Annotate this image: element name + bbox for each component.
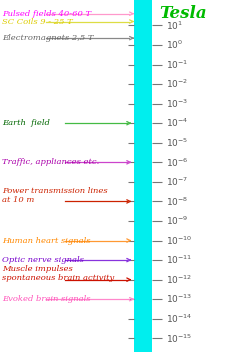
Text: $10^{-1}$: $10^{-1}$: [166, 58, 188, 71]
Text: Power transmission lines
at 10 m: Power transmission lines at 10 m: [2, 187, 108, 204]
Text: Human heart signals: Human heart signals: [2, 237, 91, 245]
Text: Optic nerve signals: Optic nerve signals: [2, 256, 84, 264]
Text: $10^{-2}$: $10^{-2}$: [166, 78, 188, 90]
Bar: [134, 0, 152, 352]
Text: $10^{-7}$: $10^{-7}$: [166, 176, 188, 188]
Text: Electromagnets 2,5 T: Electromagnets 2,5 T: [2, 34, 94, 42]
Text: $10^{-14}$: $10^{-14}$: [166, 313, 192, 325]
Text: $10^{-10}$: $10^{-10}$: [166, 234, 192, 247]
Text: Muscle impulses
spontaneous brain activity: Muscle impulses spontaneous brain activi…: [2, 265, 115, 282]
Text: $10^{-8}$: $10^{-8}$: [166, 195, 188, 208]
Text: Evoked brain signals: Evoked brain signals: [2, 295, 91, 303]
Text: $10^{-11}$: $10^{-11}$: [166, 254, 192, 266]
Text: $10^{-13}$: $10^{-13}$: [166, 293, 192, 306]
Text: $10^{-15}$: $10^{-15}$: [166, 332, 192, 345]
Text: $10^{-12}$: $10^{-12}$: [166, 274, 192, 286]
Text: Traffic, appliances etc.: Traffic, appliances etc.: [2, 158, 100, 166]
Text: $10^{0}$: $10^{0}$: [166, 39, 183, 51]
Text: $10^{-3}$: $10^{-3}$: [166, 98, 188, 110]
Text: Tesla: Tesla: [159, 5, 206, 22]
Text: Earth  field: Earth field: [2, 119, 50, 127]
Text: $10^{1}$: $10^{1}$: [166, 19, 183, 32]
Text: Pulsed fields 40-60 T: Pulsed fields 40-60 T: [2, 10, 91, 18]
Text: $10^{-9}$: $10^{-9}$: [166, 215, 188, 227]
Text: SC Coils 9 - 25 T: SC Coils 9 - 25 T: [2, 18, 73, 25]
Text: $10^{-4}$: $10^{-4}$: [166, 117, 188, 130]
Text: $10^{-5}$: $10^{-5}$: [166, 137, 188, 149]
Text: $10^{-6}$: $10^{-6}$: [166, 156, 188, 169]
